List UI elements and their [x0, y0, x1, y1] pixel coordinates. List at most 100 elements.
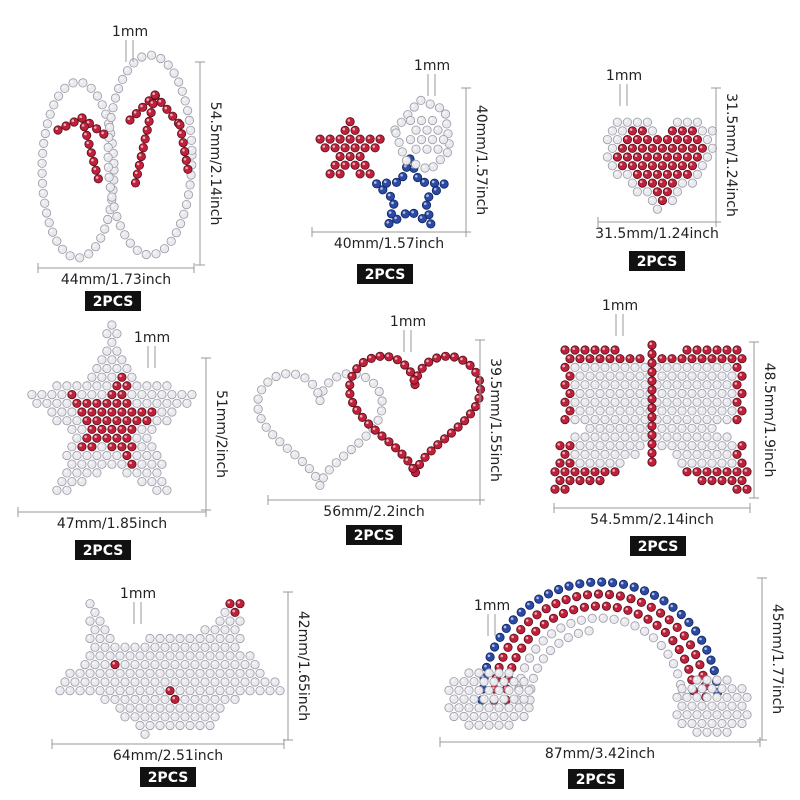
rhinestone-highlight: [212, 662, 215, 665]
rhinestone-highlight: [694, 417, 697, 420]
red-rhinestone: [459, 416, 470, 426]
clear-rhinestone: [595, 371, 605, 381]
red-rhinestone: [69, 117, 79, 127]
rhinestone-highlight: [117, 653, 120, 656]
red-rhinestone: [72, 398, 82, 408]
clear-rhinestone: [585, 406, 595, 416]
rhinestone-highlight: [79, 409, 82, 413]
clear-rhinestone: [642, 187, 653, 197]
clear-rhinestone: [519, 677, 529, 687]
rhinestone-highlight: [642, 588, 645, 591]
red-rhinestone: [652, 152, 663, 162]
clear-rhinestone: [175, 651, 185, 661]
red-rhinestone: [400, 360, 410, 370]
rhinestone-highlight: [682, 656, 685, 660]
rhinestone-highlight: [639, 145, 643, 149]
clear-rhinestone: [132, 381, 142, 391]
clear-rhinestone: [140, 677, 150, 687]
rhinestone-highlight: [182, 644, 185, 648]
clear-rhinestone: [160, 712, 170, 722]
clear-rhinestone: [152, 468, 162, 478]
clear-rhinestone: [722, 710, 732, 720]
clear-rhinestone: [585, 371, 595, 381]
clear-rhinestone: [205, 633, 215, 644]
red-rhinestone: [737, 406, 747, 416]
red-rhinestone: [117, 407, 127, 417]
clear-rhinestone: [186, 125, 196, 135]
rhinestone-highlight: [181, 211, 184, 215]
thickness-marker: 1mm: [474, 598, 510, 636]
rhinestone-highlight: [694, 364, 697, 368]
clear-rhinestone: [590, 432, 600, 442]
clear-rhinestone: [687, 388, 697, 399]
clear-rhinestone: [200, 677, 210, 687]
rhinestone-highlight: [418, 97, 421, 101]
rhinestone-highlight: [456, 687, 460, 691]
red-rhinestone: [107, 442, 117, 452]
clear-rhinestone: [225, 633, 235, 644]
rhinestone-highlight: [518, 627, 521, 630]
rhinestone-highlight: [72, 679, 75, 682]
rhinestone-highlight: [511, 635, 514, 639]
rhinestone-highlight: [709, 443, 712, 446]
clear-rhinestone: [682, 397, 692, 407]
clear-rhinestone: [648, 633, 659, 643]
rhinestone-highlight: [500, 654, 504, 658]
rhinestone-highlight: [651, 592, 655, 596]
rhinestone-highlight: [442, 436, 445, 439]
clear-rhinestone: [142, 468, 152, 478]
rhinestone-highlight: [676, 647, 680, 650]
rhinestone-highlight: [393, 445, 396, 448]
rhinestone-highlight: [677, 682, 681, 685]
blue-rhinestone: [426, 219, 436, 229]
rhinestone-highlight: [146, 118, 150, 122]
rhinestone-highlight: [177, 221, 181, 224]
rhinestone-highlight: [637, 390, 640, 394]
clear-rhinestone: [114, 83, 124, 94]
rhinestone-highlight: [592, 364, 595, 368]
rhinestone-highlight: [619, 163, 623, 166]
red-rhinestone: [474, 393, 484, 403]
red-rhinestone: [677, 143, 688, 153]
red-rhinestone: [565, 441, 575, 451]
rhinestone-highlight: [654, 154, 658, 157]
rhinestone-highlight: [117, 705, 120, 709]
clear-rhinestone: [263, 377, 273, 387]
red-rhinestone: [541, 604, 551, 614]
clear-rhinestone: [494, 703, 504, 713]
rhinestone-highlight: [192, 644, 195, 648]
clear-rhinestone: [672, 692, 682, 703]
rhinestone-highlight: [649, 405, 652, 409]
red-rhinestone: [509, 633, 519, 643]
rhinestone-highlight: [407, 117, 411, 121]
rhinestone-highlight: [674, 694, 677, 698]
rhinestone-highlight: [104, 435, 107, 439]
clear-rhinestone: [499, 694, 509, 704]
clear-rhinestone: [737, 718, 747, 729]
clear-rhinestone: [595, 458, 605, 468]
red-rhinestone: [156, 97, 166, 108]
thickness-label: 1mm: [606, 68, 642, 84]
rhinestone-highlight: [105, 164, 109, 168]
rhinestone-highlight: [341, 453, 344, 457]
clear-rhinestone: [464, 703, 474, 713]
rhinestone-highlight: [525, 636, 529, 640]
rhinestone-highlight: [362, 145, 366, 148]
rhinestone-highlight: [354, 366, 357, 369]
rhinestone-highlight: [503, 625, 507, 629]
rhinestone-highlight: [622, 364, 625, 368]
clear-rhinestone: [630, 380, 640, 390]
clear-rhinestone: [103, 152, 113, 162]
rhinestone-highlight: [497, 634, 501, 638]
clear-rhinestone: [160, 642, 170, 652]
rhinestone-highlight: [724, 677, 727, 680]
rhinestone-highlight: [167, 670, 170, 674]
rhinestone-highlight: [375, 417, 379, 421]
rhinestone-highlight: [107, 124, 110, 128]
red-rhinestone: [677, 126, 688, 136]
rhinestone-highlight: [252, 679, 255, 682]
clear-rhinestone: [620, 362, 630, 372]
rhinestone-highlight: [513, 655, 517, 658]
rhinestone-highlight: [708, 657, 712, 661]
rhinestone-highlight: [419, 216, 423, 219]
